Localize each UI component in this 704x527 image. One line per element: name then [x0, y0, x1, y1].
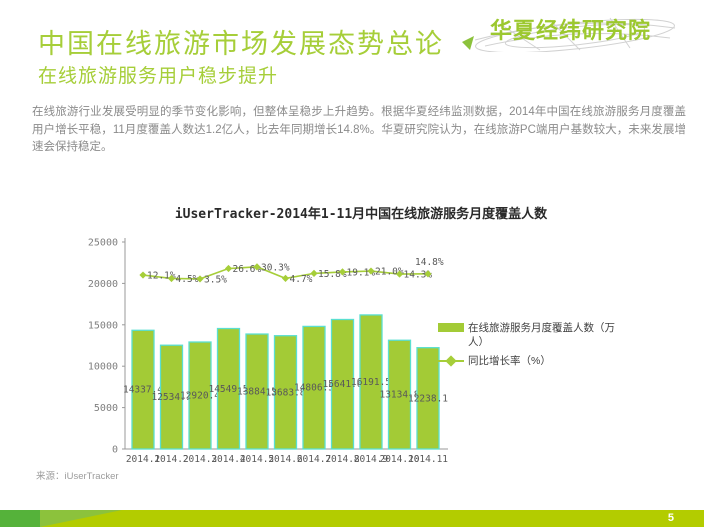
bar-value-label: 14337.4 [123, 385, 163, 396]
bar [387, 339, 412, 450]
y-tick-label: 20000 [88, 279, 118, 290]
line-series-swatch [438, 355, 464, 367]
growth-label: 30.3% [261, 262, 290, 273]
source-note: 来源：iUserTracker [36, 471, 119, 482]
x-tick-label: 2014.4 [211, 454, 246, 465]
growth-label: 14.8% [415, 257, 444, 268]
bar [302, 325, 326, 450]
bar-value-label: 13134.8 [379, 390, 419, 401]
bar [273, 335, 298, 450]
growth-point [281, 274, 290, 282]
growth-label: 15.8% [318, 269, 347, 280]
growth-point [310, 269, 318, 277]
bar [245, 333, 269, 450]
bar-value-label: 12238.1 [408, 393, 448, 404]
y-tick-label: 15000 [88, 320, 118, 331]
growth-label: 14.3% [404, 270, 433, 281]
page-number: 5 [667, 512, 674, 524]
footer-bar: 5 [0, 510, 704, 527]
y-tick-label: 0 [112, 445, 118, 456]
growth-label: 19.1% [347, 267, 376, 278]
x-tick-label: 2014.11 [408, 454, 448, 465]
x-tick-label: 2014.9 [354, 454, 389, 465]
growth-label: 4.7% [290, 274, 313, 285]
growth-label: 3.5% [204, 274, 227, 285]
bar-value-label: 15641.6 [322, 379, 362, 390]
bar [159, 344, 184, 450]
growth-point [224, 264, 233, 273]
bar [216, 327, 241, 450]
growth-label: 12.1% [147, 271, 176, 282]
bar-series-label: 在线旅游服务月度覆盖人数（万人） [468, 322, 615, 348]
growth-point [395, 270, 404, 278]
x-tick-label: 2014.10 [379, 454, 419, 465]
chart-title: iUserTracker-2014年1-11月中国在线旅游服务月度覆盖人数 [174, 207, 548, 222]
x-tick-label: 2014.5 [240, 454, 274, 465]
bar [416, 347, 440, 450]
growth-label: 26.6% [233, 264, 262, 275]
x-tick-label: 2014.8 [325, 454, 360, 465]
growth-point [139, 271, 147, 279]
x-tick-label: 2014.7 [297, 454, 331, 465]
x-tick-label: 2014.6 [268, 454, 303, 465]
logo-text: 华夏经纬研究院 [490, 18, 652, 43]
page-title: 中国在线旅游市场发展态势总论 [38, 29, 444, 59]
globe-wireframe-icon [462, 17, 676, 52]
logo: 华夏经纬研究院 [460, 6, 690, 52]
y-tick-label: 5000 [94, 403, 118, 414]
bar-value-label: 14806.5 [294, 383, 334, 394]
footer-accent-dark [0, 510, 40, 527]
growth-label: 21.0% [375, 267, 404, 278]
x-tick-label: 2014.3 [183, 454, 217, 465]
body-paragraph: 在线旅游行业发展受明显的季节变化影响，但整体呈稳步上升趋势。根据华夏经纬监测数据… [32, 106, 686, 153]
x-tick-label: 2014.1 [126, 454, 161, 465]
y-tick-label: 25000 [88, 238, 118, 249]
page-subtitle: 在线旅游服务用户稳步提升 [38, 66, 279, 87]
chart-canvas: 050001000015000200002500014337.42014.112… [88, 238, 448, 466]
footer-strip [0, 510, 704, 527]
legend-item-bar: 在线旅游服务月度覆盖人数（万人） [438, 321, 616, 349]
footer-decoration [0, 510, 704, 527]
x-tick-label: 2014.2 [154, 454, 188, 465]
bar-value-label: 13683.8 [265, 387, 305, 398]
bar-value-label: 12920.4 [180, 391, 220, 402]
bar-value-label: 14549.5 [208, 384, 248, 395]
growth-label: 4.5% [176, 274, 199, 285]
bar-series-swatch [438, 323, 464, 332]
legend-item-line: 同比增长率（%） [438, 354, 616, 368]
bar [131, 329, 155, 450]
growth-point [367, 267, 375, 275]
footer-accent-wedge [40, 510, 122, 527]
bar-value-label: 13884.5 [237, 387, 277, 398]
y-tick-label: 10000 [88, 362, 118, 373]
diamond-marker-icon [445, 355, 457, 367]
line-series-label: 同比增长率（%） [468, 355, 551, 367]
bar [330, 318, 355, 450]
bar-value-label: 12534.1 [151, 392, 191, 403]
bar-value-label: 16191.5 [351, 377, 391, 388]
chart-legend: 在线旅游服务月度覆盖人数（万人） 同比增长率（%） [438, 321, 616, 373]
bar [359, 314, 383, 450]
bar [188, 341, 212, 450]
